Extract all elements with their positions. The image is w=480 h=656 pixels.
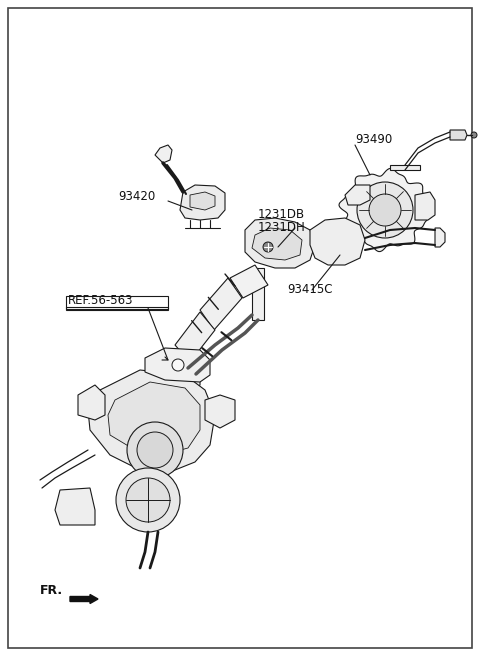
Polygon shape [145, 348, 210, 382]
Polygon shape [155, 145, 172, 163]
Circle shape [471, 132, 477, 138]
Text: FR.: FR. [40, 584, 63, 597]
Polygon shape [180, 185, 225, 220]
Polygon shape [339, 169, 431, 251]
Circle shape [137, 432, 173, 468]
Polygon shape [190, 192, 215, 210]
Circle shape [357, 182, 413, 238]
Polygon shape [415, 192, 435, 220]
Circle shape [369, 194, 401, 226]
Polygon shape [390, 165, 420, 170]
Polygon shape [435, 228, 445, 247]
Polygon shape [345, 185, 370, 205]
Text: 93490: 93490 [355, 133, 392, 146]
Text: 1231DH: 1231DH [258, 221, 306, 234]
Polygon shape [252, 228, 302, 260]
Polygon shape [310, 218, 365, 265]
Circle shape [263, 242, 273, 252]
Polygon shape [200, 278, 242, 330]
Polygon shape [205, 395, 235, 428]
Polygon shape [450, 130, 467, 140]
FancyArrow shape [70, 594, 98, 604]
Polygon shape [55, 488, 95, 525]
Text: 93415C: 93415C [287, 283, 333, 296]
Polygon shape [78, 385, 105, 420]
Polygon shape [245, 218, 315, 268]
Polygon shape [108, 382, 200, 455]
Polygon shape [230, 265, 268, 298]
Circle shape [172, 359, 184, 371]
Polygon shape [158, 360, 200, 392]
Circle shape [116, 468, 180, 532]
Circle shape [127, 422, 183, 478]
Polygon shape [175, 312, 215, 362]
Polygon shape [252, 268, 264, 320]
Text: REF.56-563: REF.56-563 [68, 294, 133, 307]
Text: 93420: 93420 [118, 190, 155, 203]
Polygon shape [88, 370, 215, 472]
Bar [66, 307, 168, 308]
Circle shape [174, 370, 186, 382]
Text: 1231DB: 1231DB [258, 208, 305, 221]
Circle shape [126, 478, 170, 522]
